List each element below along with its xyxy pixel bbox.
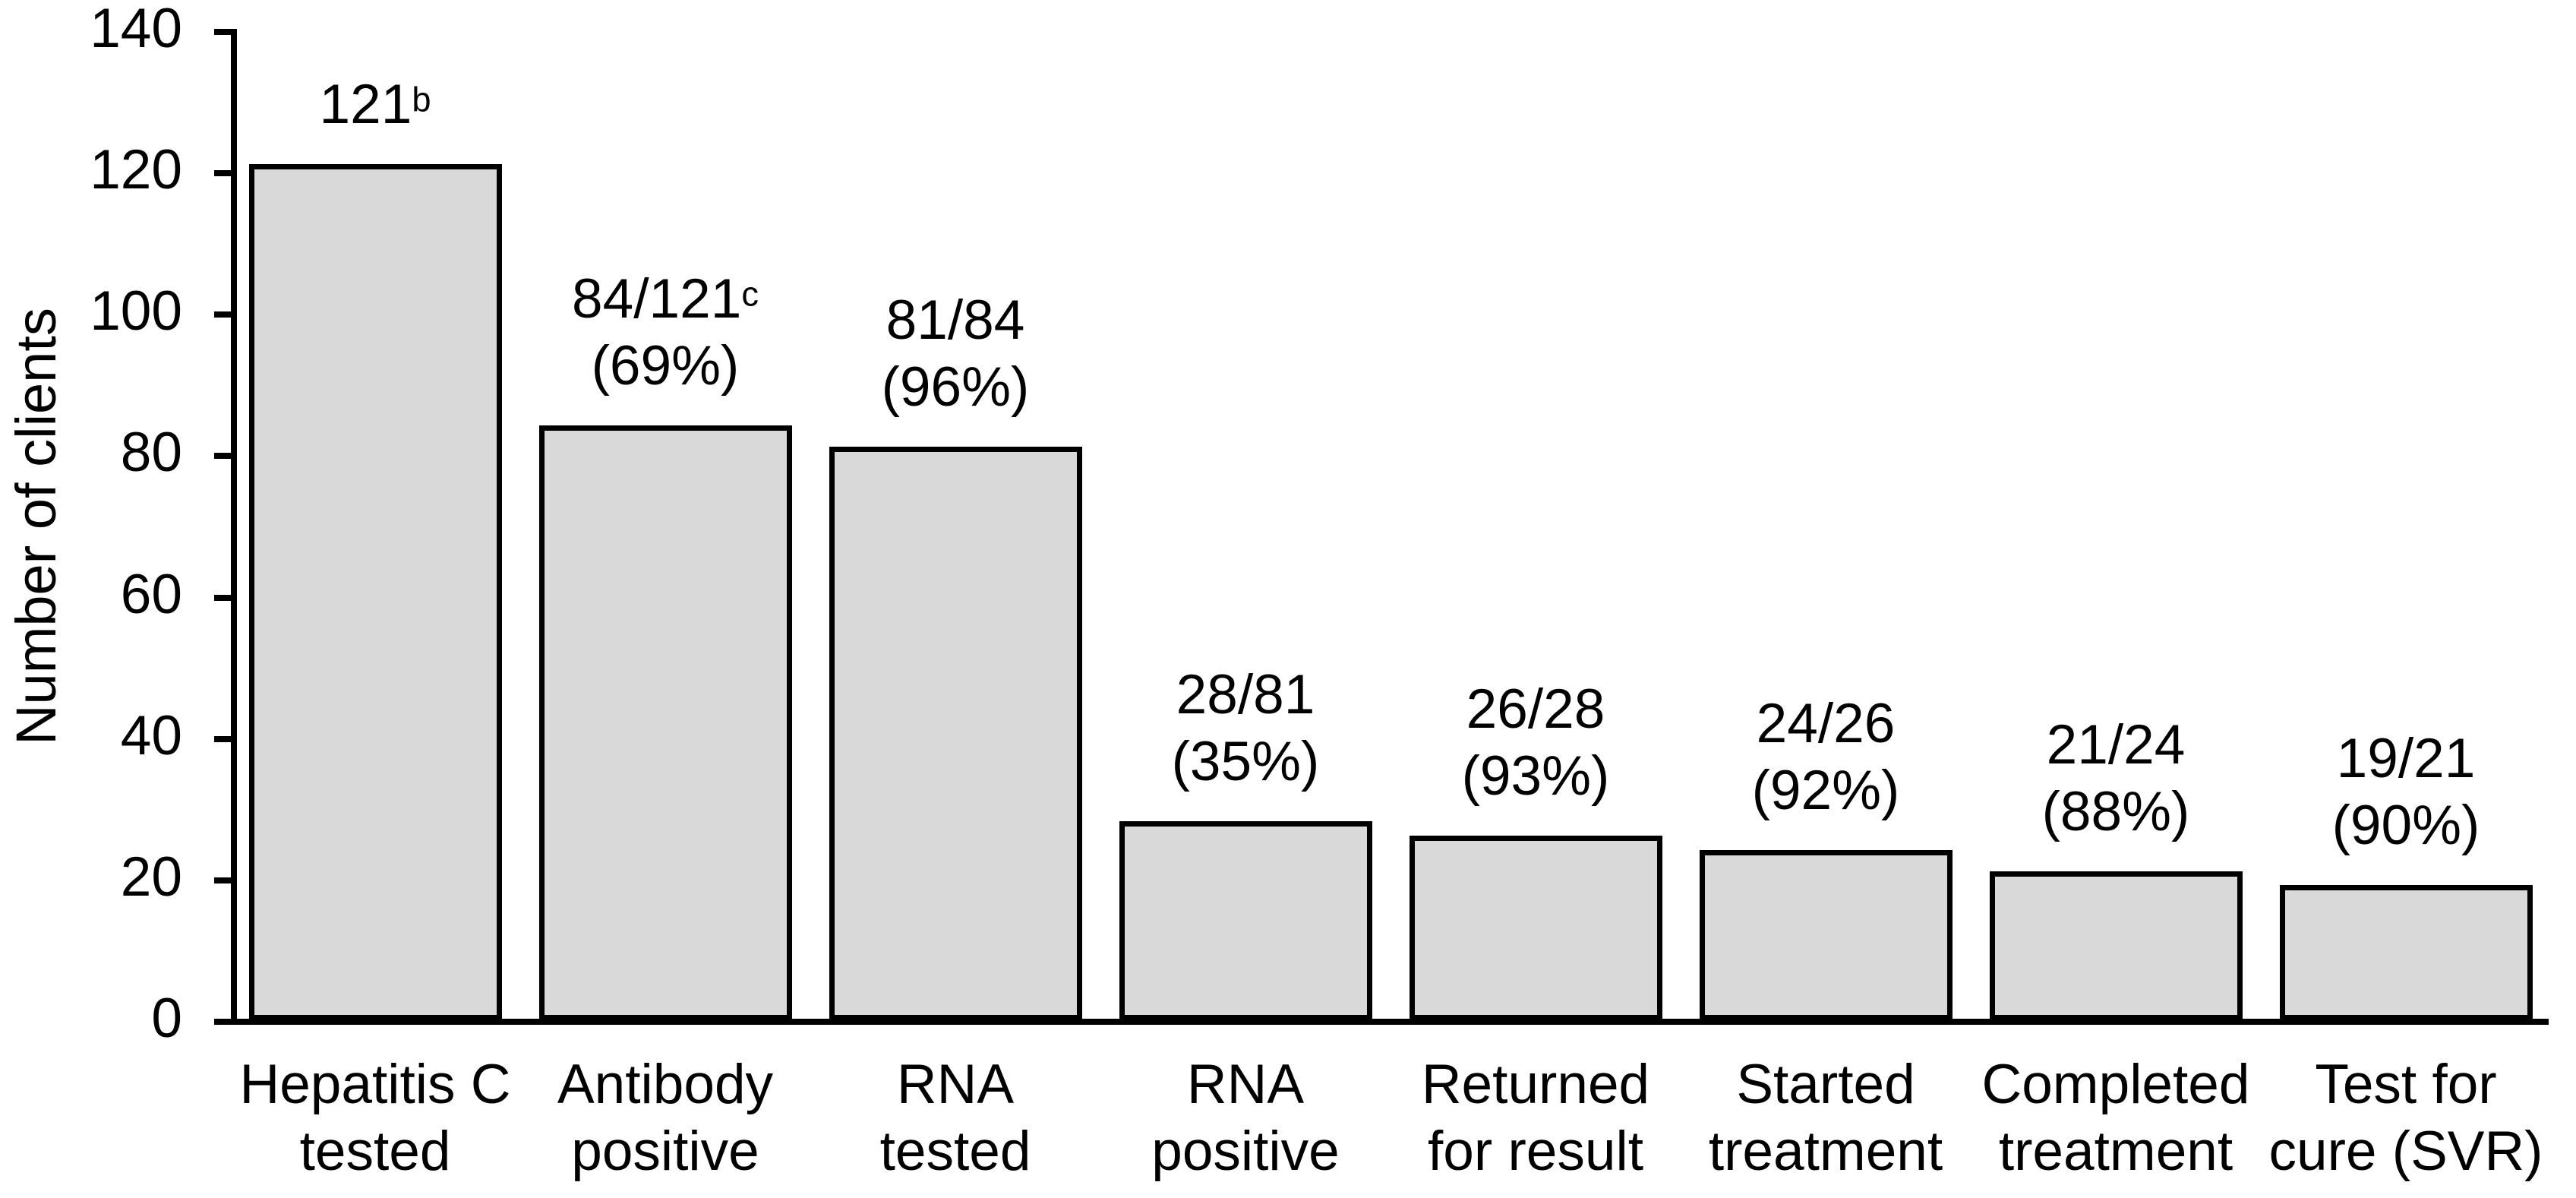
bar-value-label: 28/81 (35%) bbox=[1018, 662, 1473, 795]
x-category-label-line: Hepatitis C bbox=[239, 1054, 511, 1115]
y-axis-tick-label: 80 bbox=[120, 422, 182, 484]
bar bbox=[1699, 849, 1953, 1020]
bar-value-line2: (92%) bbox=[1751, 759, 1900, 821]
x-category-label-line: RNA bbox=[1186, 1054, 1305, 1115]
y-axis-tick bbox=[214, 877, 231, 883]
x-category-label-line: Completed bbox=[1981, 1054, 2250, 1115]
bar bbox=[829, 447, 1082, 1020]
x-category-label-line: for result bbox=[1428, 1121, 1643, 1182]
y-axis-tick bbox=[214, 170, 231, 177]
bar bbox=[1989, 871, 2243, 1020]
x-category-label-line: tested bbox=[879, 1121, 1031, 1182]
x-category-label: Antibody positive bbox=[520, 1051, 810, 1185]
bar-value-label: 21/24 (88%) bbox=[1888, 712, 2344, 846]
y-axis-tick bbox=[214, 453, 231, 460]
x-category-label: Completed treatment bbox=[1971, 1051, 2261, 1185]
y-axis-tick bbox=[214, 735, 231, 742]
bar-value-line1: 24/26 bbox=[1756, 692, 1896, 754]
bar-value-line1: 121b bbox=[319, 73, 431, 135]
y-axis-tick bbox=[214, 1019, 231, 1025]
x-category-label: Test for cure (SVR) bbox=[2261, 1051, 2551, 1185]
x-category-label-line: positive bbox=[1151, 1121, 1340, 1182]
bar-value-line2: (69%) bbox=[591, 335, 740, 397]
bar bbox=[2279, 885, 2533, 1020]
footnote-marker: b bbox=[412, 80, 431, 119]
y-axis-tick bbox=[214, 29, 231, 35]
x-category-label-line: cure (SVR) bbox=[2268, 1121, 2543, 1182]
x-category-label-line: treatment bbox=[1708, 1121, 1943, 1182]
bar bbox=[248, 163, 502, 1020]
y-axis-title: Number of clients bbox=[5, 308, 68, 745]
bar-value-label: 84/121c (69%) bbox=[437, 266, 893, 400]
bar-value-label: 19/21 (90%) bbox=[2178, 725, 2576, 859]
x-category-label: Started treatment bbox=[1681, 1051, 1971, 1185]
bar-value-line2: (93%) bbox=[1461, 745, 1610, 807]
bar bbox=[538, 425, 792, 1020]
bar-value-label: 24/26 (92%) bbox=[1598, 691, 2054, 824]
bar-value-line1: 21/24 bbox=[2046, 713, 2186, 776]
x-category-label-line: positive bbox=[571, 1121, 759, 1182]
y-axis-tick-label: 120 bbox=[90, 139, 182, 201]
footnote-marker: c bbox=[741, 274, 759, 314]
y-axis-tick-label: 140 bbox=[90, 0, 182, 59]
x-category-label-line: Started bbox=[1736, 1054, 1915, 1115]
y-axis-tick-label: 40 bbox=[120, 704, 182, 767]
bar-value-line2: (96%) bbox=[881, 356, 1030, 419]
bar bbox=[1119, 821, 1372, 1020]
y-axis-tick-label: 20 bbox=[120, 846, 182, 908]
bar-value-line1: 84/121c bbox=[572, 268, 759, 330]
y-axis-tick-label: 0 bbox=[151, 988, 182, 1049]
bar-value-line1: 81/84 bbox=[886, 289, 1025, 352]
y-axis-tick-label: 60 bbox=[120, 563, 182, 625]
x-category-label: RNA positive bbox=[1100, 1051, 1391, 1185]
bar-value-label: 26/28 (93%) bbox=[1308, 676, 1763, 810]
bar-value-label: 121b bbox=[147, 71, 603, 138]
bar bbox=[1409, 836, 1662, 1020]
x-category-label: RNA tested bbox=[810, 1051, 1100, 1185]
y-axis-tick-label: 100 bbox=[90, 280, 182, 343]
x-category-label-line: treatment bbox=[1998, 1121, 2233, 1182]
bar-value-line1: 19/21 bbox=[2336, 728, 2476, 790]
x-category-label-line: Returned bbox=[1421, 1054, 1650, 1115]
x-category-label-line: Antibody bbox=[557, 1054, 774, 1115]
x-category-label-line: Test for bbox=[2315, 1054, 2497, 1115]
x-axis-line bbox=[214, 1019, 2549, 1025]
bar-value-label: 81/84 (96%) bbox=[728, 287, 1183, 421]
x-category-label-line: RNA bbox=[896, 1054, 1015, 1115]
bar-value-line2: (88%) bbox=[2041, 780, 2190, 842]
bar-value-line1: 26/28 bbox=[1466, 678, 1605, 740]
x-category-label: Returned for result bbox=[1391, 1051, 1681, 1185]
bar-value-line2: (35%) bbox=[1171, 731, 1320, 793]
bar-value-line2: (90%) bbox=[2331, 795, 2480, 857]
y-axis-tick bbox=[214, 594, 231, 601]
y-axis-line bbox=[231, 29, 237, 1025]
y-axis-tick bbox=[214, 311, 231, 318]
bar-value-line1: 28/81 bbox=[1176, 664, 1315, 726]
x-category-label-line: tested bbox=[299, 1121, 451, 1182]
